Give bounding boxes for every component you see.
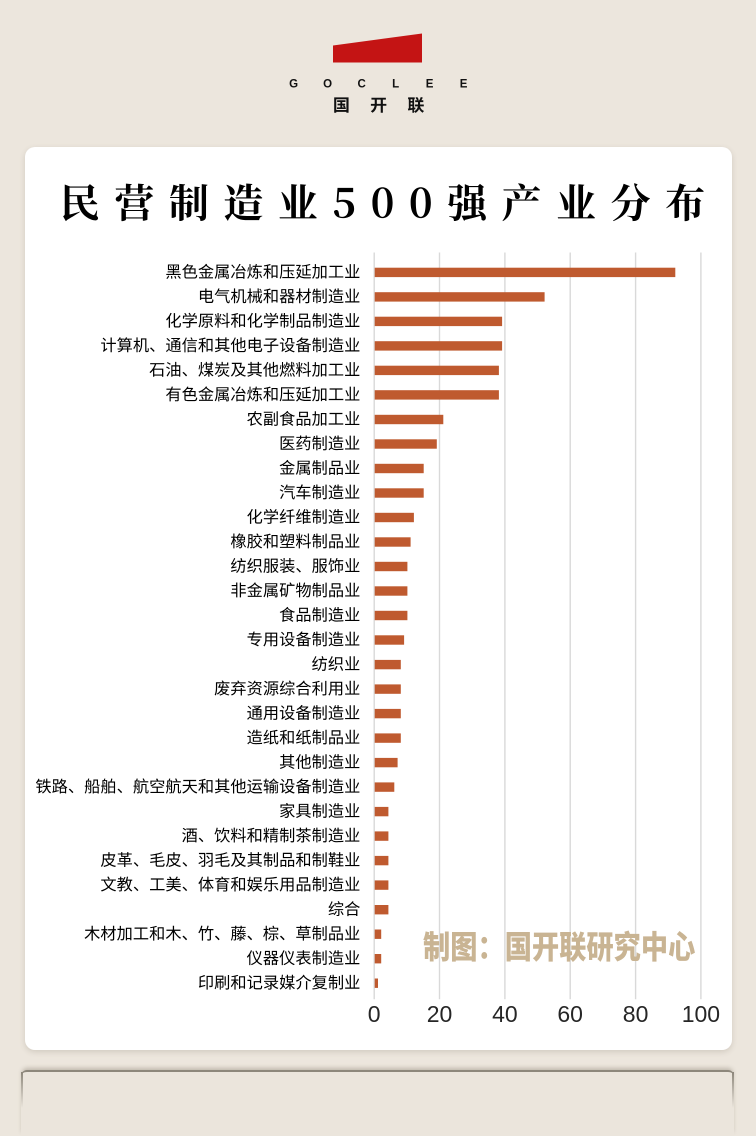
- svg-text:60: 60: [557, 1001, 583, 1027]
- svg-text:40: 40: [492, 1001, 518, 1027]
- svg-text:80: 80: [623, 1001, 649, 1027]
- svg-text:C: C: [357, 79, 365, 91]
- svg-text:100: 100: [682, 1001, 720, 1027]
- svg-text:G: G: [289, 79, 298, 91]
- svg-text:L: L: [392, 79, 399, 91]
- svg-text:E: E: [460, 79, 468, 91]
- svg-text:O: O: [323, 79, 332, 91]
- svg-text:20: 20: [427, 1001, 453, 1027]
- svg-text:0: 0: [368, 1001, 381, 1027]
- svg-text:E: E: [426, 79, 434, 91]
